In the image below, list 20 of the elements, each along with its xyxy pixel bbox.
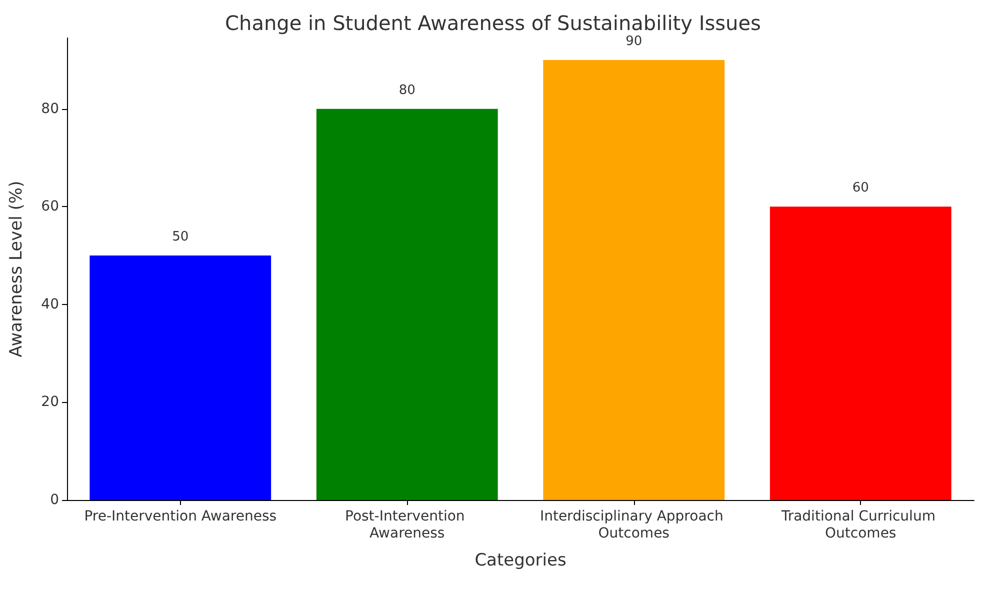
bar <box>316 108 498 500</box>
bar <box>543 60 725 500</box>
x-axis-title: Categories <box>474 550 566 570</box>
bar <box>770 206 952 500</box>
x-tick-label: Pre-Intervention Awareness <box>84 508 277 524</box>
y-axis-title: Awareness Level (%) <box>6 180 26 358</box>
data-label: 60 <box>852 180 869 196</box>
x-tick-label: Traditional Curriculum Outcomes <box>780 508 940 542</box>
data-label: 80 <box>398 82 416 98</box>
y-tick-label: 20 <box>41 394 59 410</box>
x-tick-label: Post-Intervention Awareness <box>345 508 470 542</box>
data-label: 90 <box>626 34 642 49</box>
data-label: 50 <box>172 230 189 245</box>
x-tick-label: Interdisciplinary Approach Outcomes <box>540 508 728 542</box>
y-tick-label: 0 <box>50 492 59 508</box>
y-tick-label: 60 <box>41 198 59 215</box>
bar <box>90 256 272 500</box>
chart-title: Change in Student Awareness of Sustainability Issues <box>225 11 761 35</box>
y-tick-label: 80 <box>41 100 59 117</box>
y-tick-label: 40 <box>41 296 59 312</box>
